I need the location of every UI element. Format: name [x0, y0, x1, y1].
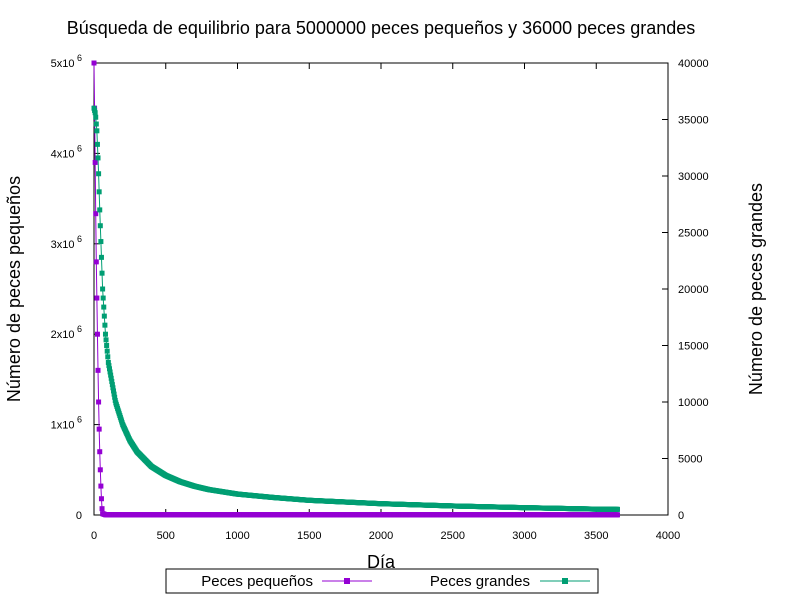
x-tick-label: 4000 [656, 530, 680, 542]
data-point [110, 385, 116, 391]
data-point [100, 295, 106, 301]
data-point [104, 343, 110, 348]
x-tick-label: 1500 [297, 530, 321, 542]
x-axis-label: Día [367, 552, 396, 572]
data-point [98, 239, 104, 245]
data-point [614, 512, 620, 518]
data-point [102, 331, 108, 337]
data-point [106, 363, 112, 369]
y-right-tick-label: 5000 [678, 454, 702, 466]
data-point [96, 426, 102, 432]
data-point [107, 366, 112, 372]
legend: Peces pequeños Peces grandes [165, 568, 599, 594]
data-point [92, 110, 98, 116]
y-left-tick-label: 2x10 6 [51, 324, 82, 341]
data-point [107, 369, 113, 375]
series-peces-pequenos [91, 60, 620, 518]
data-point [93, 259, 99, 265]
plot-frame [93, 62, 669, 516]
y-left-tick-label: 5x10 6 [51, 53, 82, 70]
data-point [102, 322, 108, 328]
data-point [101, 304, 107, 310]
y-left-tick-label: 0 [76, 510, 82, 522]
data-point [100, 286, 106, 292]
series-line-peces-grandes [93, 108, 618, 510]
data-point [93, 114, 99, 120]
data-point [92, 159, 98, 165]
chart-title: Búsqueda de equilibrio para 5000000 pece… [67, 18, 696, 38]
y-left-tick-label: 3x10 6 [51, 234, 82, 251]
series-peces-grandes [91, 105, 620, 512]
data-point [98, 483, 104, 489]
x-tick-label: 0 [91, 530, 97, 542]
data-point [97, 207, 103, 213]
legend-label-peces-pequenos: Peces pequeños [201, 573, 313, 590]
data-point [98, 254, 104, 260]
data-point [96, 399, 102, 405]
y-right-tick-labels: 0 5000 10000 15000 20000 25000 30000 35000 40000 [678, 58, 709, 522]
data-point [614, 506, 620, 512]
y-left-tick-labels: 0 1x10 6 2x10 6 3x10 6 4x10 6 5x10 6 [51, 53, 82, 522]
legend-label-peces-grandes: Peces grandes [430, 573, 530, 590]
data-point [96, 171, 102, 177]
data-point [99, 270, 105, 276]
data-point [97, 223, 103, 229]
y-right-tick-label: 35000 [678, 115, 709, 127]
data-point [94, 331, 100, 337]
data-point [93, 121, 99, 127]
data-point [95, 367, 101, 373]
y-right-tick-label: 0 [678, 510, 684, 522]
series-layer [91, 60, 620, 518]
legend-marker-peces-pequenos [344, 578, 350, 584]
data-point [103, 337, 109, 343]
data-point [105, 359, 111, 365]
data-point [99, 506, 105, 512]
legend-marker-peces-grandes [562, 578, 568, 584]
x-tick-label: 2500 [441, 530, 465, 542]
data-point [108, 372, 114, 378]
legend-box [165, 568, 599, 594]
x-tick-label: 2000 [369, 530, 393, 542]
data-point [94, 128, 100, 134]
tick-marks [93, 62, 669, 516]
data-point [101, 313, 107, 319]
y-right-tick-label: 20000 [678, 284, 709, 296]
data-point [91, 60, 97, 66]
data-point [104, 348, 110, 354]
data-point [109, 378, 115, 384]
data-point [108, 375, 114, 381]
x-tick-label: 3500 [584, 530, 608, 542]
y-right-tick-label: 15000 [678, 341, 709, 353]
series-line-peces-pequenos [93, 62, 618, 516]
y-right-tick-label: 40000 [678, 58, 709, 70]
data-point [105, 354, 111, 360]
y-right-tick-label: 30000 [678, 171, 709, 183]
data-point [111, 391, 117, 397]
y-left-axis-label: Número de peces pequeños [4, 176, 24, 402]
data-point [111, 388, 117, 394]
data-point [94, 141, 100, 147]
y-right-tick-label: 25000 [678, 228, 709, 240]
data-point [93, 211, 99, 217]
data-point [97, 467, 103, 473]
data-point [94, 295, 100, 301]
data-point [97, 449, 103, 455]
data-point [96, 189, 102, 195]
x-tick-labels: 0 500 1000 1500 2000 2500 3000 3500 4000 [91, 530, 680, 542]
data-point [109, 382, 115, 388]
x-tick-label: 1000 [225, 530, 249, 542]
x-tick-label: 500 [157, 530, 175, 542]
y-left-tick-label: 4x10 6 [51, 143, 82, 160]
data-point [98, 496, 104, 502]
y-right-tick-label: 10000 [678, 397, 709, 409]
data-point [112, 394, 118, 400]
x-tick-label: 3000 [512, 530, 536, 542]
y-right-axis-label: Número de peces grandes [746, 183, 766, 395]
y-left-tick-label: 1x10 6 [51, 415, 82, 432]
data-point [95, 155, 101, 161]
